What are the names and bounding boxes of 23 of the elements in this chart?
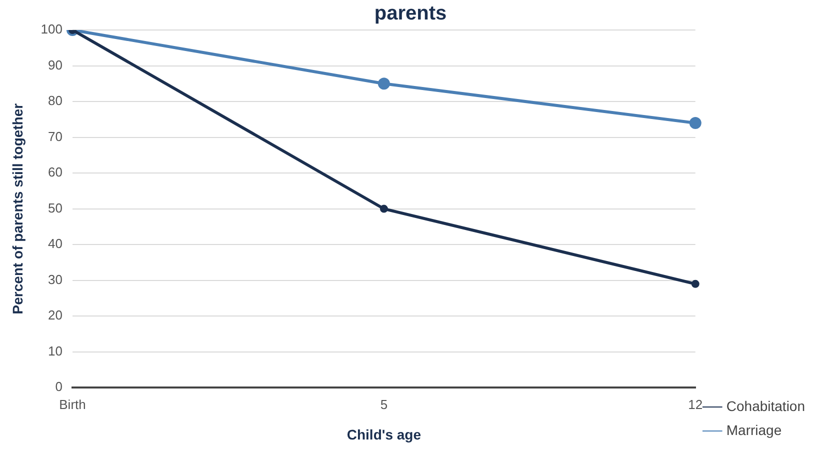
y-tick-label: 100 (40, 22, 62, 37)
x-tick-label: 5 (380, 396, 388, 412)
point (689, 116, 702, 129)
y-tick-label: 20 (48, 308, 62, 323)
x-tick-label: Birth (59, 396, 86, 412)
legend-label: Cohabitation (726, 398, 806, 414)
y-axis-title: Percent of parents still together (9, 102, 26, 314)
y-tick-label: 30 (48, 272, 62, 287)
y-tick-label: 0 (55, 379, 62, 394)
point (691, 280, 700, 288)
y-tick-label: 60 (48, 164, 62, 180)
x-tick-label: 12 (688, 396, 703, 412)
chart-title: parents (374, 2, 447, 25)
y-tick-label: 80 (48, 93, 62, 108)
point (380, 204, 388, 213)
point (378, 78, 390, 90)
y-tick-label: 90 (48, 57, 62, 72)
x-axis-title: Child's age (346, 426, 422, 442)
y-tick-label: 50 (48, 200, 62, 216)
y-tick-label: 10 (48, 343, 62, 358)
y-tick-label: 40 (48, 236, 62, 252)
y-tick-label: 70 (48, 128, 62, 144)
legend-label: Marriage (726, 422, 782, 438)
